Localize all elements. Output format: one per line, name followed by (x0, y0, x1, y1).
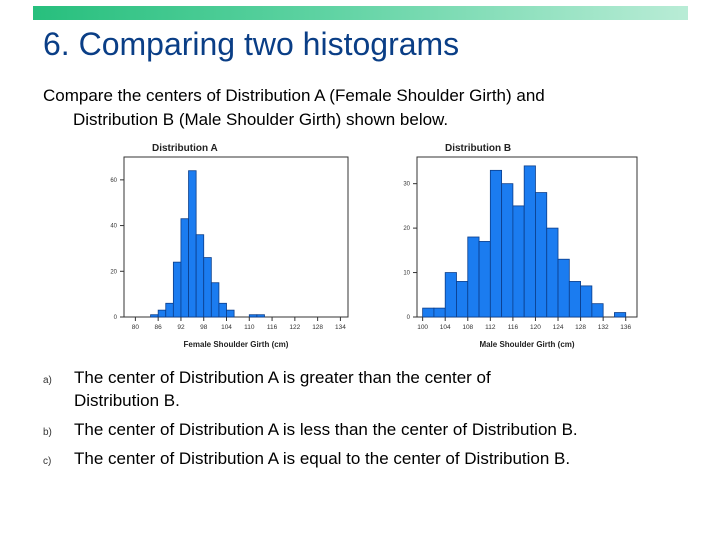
y-tick-label: 40 (110, 224, 117, 230)
x-axis-label: Female Shoulder Girth (cm) (184, 340, 289, 349)
histogram-bar (444, 272, 457, 318)
y-tick-label: 20 (403, 226, 410, 232)
histogram-bar (535, 192, 548, 318)
x-tick-label: 122 (289, 324, 300, 331)
answer-text: The center of Distribution A is less tha… (74, 420, 578, 439)
x-tick-label: 112 (485, 324, 496, 331)
histogram-bar (591, 303, 604, 318)
answer-choices: a) The center of Distribution A is great… (43, 366, 703, 476)
answer-choice-c[interactable]: c) The center of Distribution A is equal… (43, 447, 703, 470)
slide-title: 6. Comparing two histograms (43, 26, 460, 62)
x-tick-label: 98 (200, 324, 208, 331)
header-accent-bar (33, 6, 688, 20)
y-tick-label: 10 (403, 271, 410, 277)
x-axis-label: Male Shoulder Girth (cm) (479, 340, 574, 349)
histogram-bar (218, 302, 227, 318)
histogram-bar (165, 302, 174, 318)
chart-title: Distribution B (445, 143, 511, 154)
x-tick-label: 128 (575, 324, 586, 331)
x-tick-label: 124 (553, 324, 564, 331)
histogram-bar (478, 241, 491, 318)
prompt-line-1: Compare the centers of Distribution A (F… (43, 86, 545, 105)
histogram-bar (150, 314, 159, 318)
histogram-distribution-b: Distribution B 0 10 20 30 100 104 108 112 116 120 1… (403, 143, 638, 349)
histogram-bar (422, 307, 435, 318)
histogram-bar (195, 234, 205, 318)
histogram-bar (248, 314, 258, 318)
answer-text-cont: Distribution B. (74, 391, 180, 410)
x-tick-label: 120 (530, 324, 541, 331)
histogram-bar (467, 236, 480, 318)
histogram-bar (489, 169, 503, 318)
histogram-bar (226, 309, 235, 318)
answer-text: The center of Distribution A is equal to… (74, 449, 571, 468)
y-tick-label: 0 (114, 315, 118, 321)
answer-letter: c) (43, 456, 52, 467)
x-tick-label: 134 (335, 324, 346, 331)
histogram-bar (456, 281, 469, 318)
prompt-line-2: Distribution B (Male Shoulder Girth) sho… (73, 110, 449, 129)
histogram-bar (523, 165, 536, 318)
y-tick-label: 60 (110, 178, 117, 184)
answer-letter: b) (43, 427, 52, 438)
y-tick-label: 20 (110, 269, 117, 275)
answer-choice-a[interactable]: a) The center of Distribution A is great… (43, 366, 703, 412)
y-tick-label: 30 (403, 182, 410, 188)
y-tick-label: 0 (407, 315, 411, 321)
x-tick-label: 80 (132, 324, 140, 331)
x-tick-label: 86 (155, 324, 163, 331)
x-tick-label: 128 (312, 324, 323, 331)
answer-text: The center of Distribution A is greater … (74, 368, 491, 387)
histogram-bar (203, 257, 212, 318)
histogram-bar (501, 183, 514, 318)
x-tick-label: 104 (440, 324, 451, 331)
x-tick-label: 110 (244, 324, 255, 331)
chart-title: Distribution A (152, 143, 218, 154)
question-prompt: Compare the centers of Distribution A (F… (43, 84, 683, 132)
x-tick-label: 132 (598, 324, 609, 331)
histogram-bar (256, 314, 265, 318)
histogram-bar (157, 309, 167, 318)
x-tick-label: 136 (620, 324, 631, 331)
histogram-bar (557, 258, 570, 318)
x-tick-label: 92 (177, 324, 185, 331)
histogram-bar (546, 227, 559, 318)
histogram-bar (433, 307, 446, 318)
histogram-bar (180, 218, 189, 318)
histogram-bar (512, 205, 525, 318)
x-tick-label: 108 (462, 324, 473, 331)
histogram-bar (614, 312, 627, 318)
histogram-bar (172, 261, 182, 318)
x-tick-label: 100 (417, 324, 428, 331)
histogram-distribution-a: Distribution A 0 20 40 60 80 86 92 98 104 110 116 12… (110, 143, 349, 349)
histogram-bar (210, 282, 220, 318)
x-tick-label: 104 (221, 324, 232, 331)
histogram-bar (568, 281, 581, 318)
histogram-bar (188, 170, 197, 318)
x-tick-label: 116 (508, 324, 519, 331)
x-tick-label: 116 (267, 324, 278, 331)
histogram-bar (580, 285, 593, 318)
answer-choice-b[interactable]: b) The center of Distribution A is less … (43, 418, 703, 441)
answer-letter: a) (43, 375, 52, 386)
plot-frame (123, 156, 349, 318)
